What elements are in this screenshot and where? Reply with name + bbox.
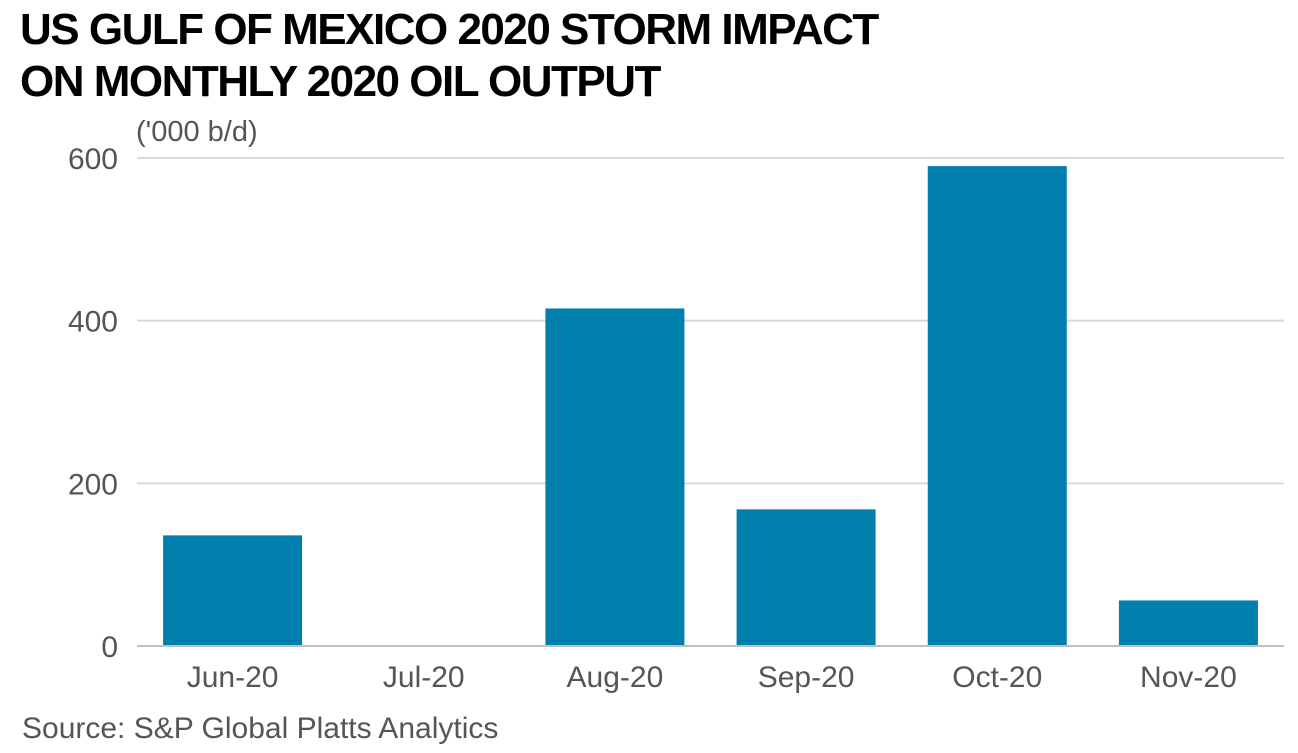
chart-title-line-2: ON MONTHLY 2020 OIL OUTPUT <box>20 57 661 106</box>
y-axis-ticks: 0 200 400 600 <box>68 143 118 664</box>
bar-nov-20 <box>1118 600 1258 646</box>
bars <box>163 166 1258 646</box>
x-tick-label-oct-20: Oct-20 <box>952 661 1042 694</box>
x-tick-label-jul-20: Jul-20 <box>383 661 465 694</box>
chart-title: US GULF OF MEXICO 2020 STORM IMPACT ON M… <box>20 4 1020 108</box>
x-tick-label-aug-20: Aug-20 <box>567 661 664 694</box>
bar-aug-20 <box>545 308 685 646</box>
x-tick-label-nov-20: Nov-20 <box>1140 661 1237 694</box>
x-tick-label-sep-20: Sep-20 <box>758 661 855 694</box>
y-tick-label-0: 0 <box>101 631 118 664</box>
y-tick-label-200: 200 <box>68 468 118 501</box>
source-note: Source: S&P Global Platts Analytics <box>22 712 499 745</box>
y-axis-unit-label: ('000 b/d) <box>136 116 258 148</box>
x-axis-ticks: Jun-20 Jul-20 Aug-20 Sep-20 Oct-20 Nov-20 <box>187 661 1237 694</box>
chart-title-line-1: US GULF OF MEXICO 2020 STORM IMPACT <box>20 5 879 54</box>
y-tick-label-600: 600 <box>68 143 118 176</box>
gridlines <box>137 157 1284 485</box>
x-tick-label-jun-20: Jun-20 <box>187 661 279 694</box>
bar-jun-20 <box>163 535 303 646</box>
bar-oct-20 <box>927 166 1067 646</box>
bar-sep-20 <box>736 509 876 646</box>
y-tick-label-400: 400 <box>68 306 118 339</box>
